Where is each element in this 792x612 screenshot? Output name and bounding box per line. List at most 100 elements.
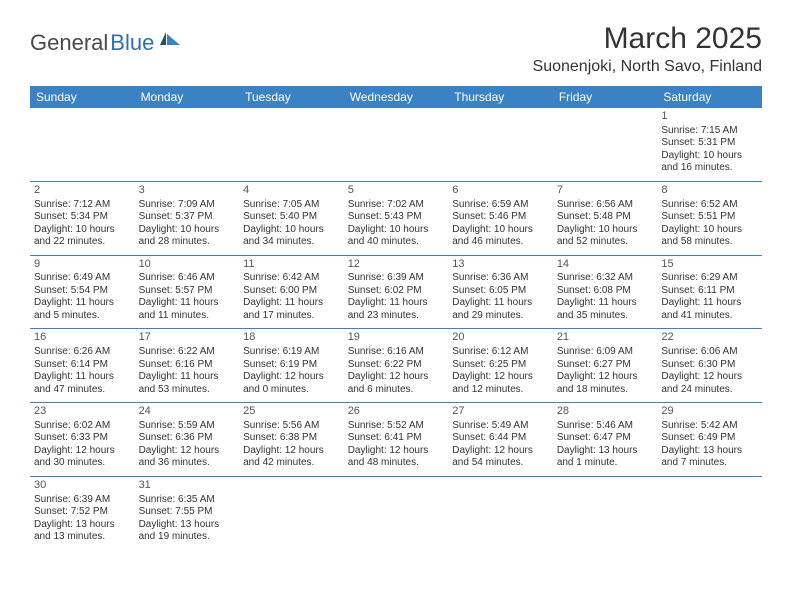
daylight-line: Daylight: 11 hours and 29 minutes. (452, 297, 549, 322)
calendar-day-empty (344, 108, 449, 181)
day-number: 9 (34, 258, 131, 272)
day-header: Monday (135, 86, 240, 108)
calendar-day-empty (553, 108, 658, 181)
day-number: 30 (34, 479, 131, 493)
calendar-day-empty (239, 108, 344, 181)
day-info: Sunrise: 7:09 AMSunset: 5:37 PMDaylight:… (139, 199, 236, 249)
sunrise-line: Sunrise: 5:42 AM (661, 420, 758, 433)
sunset-line: Sunset: 6:16 PM (139, 359, 236, 372)
calendar-day: 27Sunrise: 5:49 AMSunset: 6:44 PMDayligh… (448, 403, 553, 477)
daylight-line: Daylight: 10 hours and 52 minutes. (557, 224, 654, 249)
calendar-day: 9Sunrise: 6:49 AMSunset: 5:54 PMDaylight… (30, 255, 135, 329)
day-info: Sunrise: 6:59 AMSunset: 5:46 PMDaylight:… (452, 199, 549, 249)
daylight-line: Daylight: 12 hours and 6 minutes. (348, 371, 445, 396)
sunset-line: Sunset: 5:43 PM (348, 211, 445, 224)
sunrise-line: Sunrise: 6:49 AM (34, 272, 131, 285)
calendar-day: 23Sunrise: 6:02 AMSunset: 6:33 PMDayligh… (30, 403, 135, 477)
sunrise-line: Sunrise: 6:56 AM (557, 199, 654, 212)
logo-text-dark: General (30, 30, 108, 56)
calendar-day: 10Sunrise: 6:46 AMSunset: 5:57 PMDayligh… (135, 255, 240, 329)
day-info: Sunrise: 6:42 AMSunset: 6:00 PMDaylight:… (243, 272, 340, 322)
sunset-line: Sunset: 6:41 PM (348, 432, 445, 445)
day-info: Sunrise: 6:49 AMSunset: 5:54 PMDaylight:… (34, 272, 131, 322)
day-number: 19 (348, 331, 445, 345)
day-info: Sunrise: 5:59 AMSunset: 6:36 PMDaylight:… (139, 420, 236, 470)
day-number: 3 (139, 184, 236, 198)
day-info: Sunrise: 5:52 AMSunset: 6:41 PMDaylight:… (348, 420, 445, 470)
calendar-day: 26Sunrise: 5:52 AMSunset: 6:41 PMDayligh… (344, 403, 449, 477)
day-number: 7 (557, 184, 654, 198)
day-info: Sunrise: 6:56 AMSunset: 5:48 PMDaylight:… (557, 199, 654, 249)
daylight-line: Daylight: 10 hours and 16 minutes. (661, 150, 758, 175)
day-number: 29 (661, 405, 758, 419)
calendar-week: 1Sunrise: 7:15 AMSunset: 5:31 PMDaylight… (30, 108, 762, 181)
calendar-day: 3Sunrise: 7:09 AMSunset: 5:37 PMDaylight… (135, 181, 240, 255)
calendar-day-empty (344, 476, 449, 549)
day-number: 4 (243, 184, 340, 198)
sunset-line: Sunset: 5:46 PM (452, 211, 549, 224)
day-info: Sunrise: 5:46 AMSunset: 6:47 PMDaylight:… (557, 420, 654, 470)
sunset-line: Sunset: 5:34 PM (34, 211, 131, 224)
sunrise-line: Sunrise: 7:05 AM (243, 199, 340, 212)
calendar-week: 16Sunrise: 6:26 AMSunset: 6:14 PMDayligh… (30, 329, 762, 403)
sunset-line: Sunset: 5:54 PM (34, 285, 131, 298)
day-info: Sunrise: 6:46 AMSunset: 5:57 PMDaylight:… (139, 272, 236, 322)
daylight-line: Daylight: 11 hours and 5 minutes. (34, 297, 131, 322)
calendar-day: 29Sunrise: 5:42 AMSunset: 6:49 PMDayligh… (657, 403, 762, 477)
day-number: 31 (139, 479, 236, 493)
daylight-line: Daylight: 11 hours and 41 minutes. (661, 297, 758, 322)
sunrise-line: Sunrise: 6:19 AM (243, 346, 340, 359)
daylight-line: Daylight: 12 hours and 48 minutes. (348, 445, 445, 470)
title-block: March 2025 Suonenjoki, North Savo, Finla… (533, 22, 762, 76)
sunrise-line: Sunrise: 6:06 AM (661, 346, 758, 359)
day-info: Sunrise: 6:09 AMSunset: 6:27 PMDaylight:… (557, 346, 654, 396)
day-number: 20 (452, 331, 549, 345)
day-number: 11 (243, 258, 340, 272)
sunset-line: Sunset: 6:22 PM (348, 359, 445, 372)
sunset-line: Sunset: 6:38 PM (243, 432, 340, 445)
day-header: Sunday (30, 86, 135, 108)
sunrise-line: Sunrise: 7:02 AM (348, 199, 445, 212)
calendar-day: 4Sunrise: 7:05 AMSunset: 5:40 PMDaylight… (239, 181, 344, 255)
sunrise-line: Sunrise: 5:46 AM (557, 420, 654, 433)
sunset-line: Sunset: 6:14 PM (34, 359, 131, 372)
sunset-line: Sunset: 6:36 PM (139, 432, 236, 445)
sunset-line: Sunset: 6:19 PM (243, 359, 340, 372)
calendar-week: 2Sunrise: 7:12 AMSunset: 5:34 PMDaylight… (30, 181, 762, 255)
day-info: Sunrise: 6:26 AMSunset: 6:14 PMDaylight:… (34, 346, 131, 396)
sunset-line: Sunset: 6:02 PM (348, 285, 445, 298)
day-number: 15 (661, 258, 758, 272)
daylight-line: Daylight: 12 hours and 42 minutes. (243, 445, 340, 470)
calendar-day-empty (657, 476, 762, 549)
daylight-line: Daylight: 12 hours and 30 minutes. (34, 445, 131, 470)
calendar-day: 18Sunrise: 6:19 AMSunset: 6:19 PMDayligh… (239, 329, 344, 403)
day-info: Sunrise: 7:02 AMSunset: 5:43 PMDaylight:… (348, 199, 445, 249)
sunset-line: Sunset: 6:05 PM (452, 285, 549, 298)
sunset-line: Sunset: 5:37 PM (139, 211, 236, 224)
calendar-day: 8Sunrise: 6:52 AMSunset: 5:51 PMDaylight… (657, 181, 762, 255)
calendar-day: 20Sunrise: 6:12 AMSunset: 6:25 PMDayligh… (448, 329, 553, 403)
sunrise-line: Sunrise: 5:49 AM (452, 420, 549, 433)
day-info: Sunrise: 6:39 AMSunset: 6:02 PMDaylight:… (348, 272, 445, 322)
daylight-line: Daylight: 12 hours and 36 minutes. (139, 445, 236, 470)
daylight-line: Daylight: 12 hours and 24 minutes. (661, 371, 758, 396)
day-info: Sunrise: 6:19 AMSunset: 6:19 PMDaylight:… (243, 346, 340, 396)
calendar-day-empty (448, 108, 553, 181)
sunset-line: Sunset: 7:55 PM (139, 506, 236, 519)
day-info: Sunrise: 6:06 AMSunset: 6:30 PMDaylight:… (661, 346, 758, 396)
day-number: 16 (34, 331, 131, 345)
daylight-line: Daylight: 12 hours and 54 minutes. (452, 445, 549, 470)
calendar-day: 30Sunrise: 6:39 AMSunset: 7:52 PMDayligh… (30, 476, 135, 549)
sunrise-line: Sunrise: 6:52 AM (661, 199, 758, 212)
daylight-line: Daylight: 11 hours and 11 minutes. (139, 297, 236, 322)
sunrise-line: Sunrise: 7:15 AM (661, 125, 758, 138)
daylight-line: Daylight: 13 hours and 19 minutes. (139, 519, 236, 544)
sunset-line: Sunset: 7:52 PM (34, 506, 131, 519)
day-number: 17 (139, 331, 236, 345)
location: Suonenjoki, North Savo, Finland (533, 58, 762, 76)
day-number: 24 (139, 405, 236, 419)
sunset-line: Sunset: 6:25 PM (452, 359, 549, 372)
calendar-week: 23Sunrise: 6:02 AMSunset: 6:33 PMDayligh… (30, 403, 762, 477)
calendar-day: 16Sunrise: 6:26 AMSunset: 6:14 PMDayligh… (30, 329, 135, 403)
sunset-line: Sunset: 6:11 PM (661, 285, 758, 298)
